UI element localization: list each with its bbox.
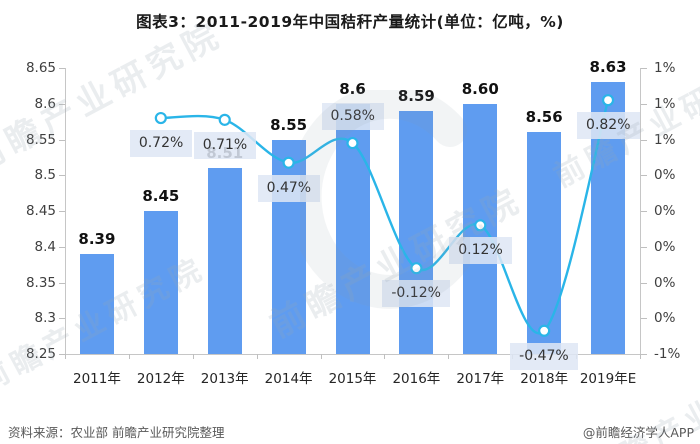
x-axis-label: 2017年 bbox=[456, 371, 505, 387]
y-axis-left-tick bbox=[59, 211, 65, 212]
y-axis-left-label: 8.55 bbox=[25, 131, 56, 148]
bar-value-label: 8.39 bbox=[78, 229, 116, 248]
x-axis bbox=[65, 354, 641, 355]
y-axis-right-label: 0% bbox=[654, 167, 676, 184]
x-axis-tick bbox=[65, 354, 66, 359]
y-axis-left-label: 8.3 bbox=[34, 310, 56, 327]
y-axis-left-label: 8.25 bbox=[25, 346, 56, 362]
x-axis-tick bbox=[128, 354, 130, 359]
x-axis-label: 2015年 bbox=[328, 371, 377, 387]
y-axis-right-tick bbox=[641, 318, 647, 320]
growth-label-2017年: 0.12% bbox=[449, 237, 512, 265]
x-axis-label: 2014年 bbox=[264, 371, 313, 387]
line-marker-2017年 bbox=[474, 219, 487, 232]
y-axis-left-label: 8.4 bbox=[34, 238, 56, 255]
y-axis-left-tick bbox=[59, 175, 65, 177]
growth-label-2016年: -0.12% bbox=[382, 280, 450, 308]
y-axis-right-label: 0% bbox=[654, 238, 676, 255]
y-axis-right-tick bbox=[641, 103, 647, 105]
y-axis-right bbox=[640, 68, 641, 354]
x-axis-label: 2012年 bbox=[136, 371, 185, 387]
growth-label-2014年: 0.47% bbox=[257, 174, 321, 202]
bar-value-label: 8.63 bbox=[589, 58, 627, 77]
line-marker-2014年 bbox=[282, 156, 295, 169]
growth-label-2013年: 0.71% bbox=[193, 131, 257, 159]
x-axis-tick bbox=[192, 354, 194, 359]
y-axis-left-tick bbox=[59, 68, 65, 69]
y-axis-left-tick bbox=[59, 103, 65, 105]
x-axis-tick bbox=[640, 354, 641, 359]
y-axis-right-tick bbox=[641, 211, 647, 212]
bar-value-label: 8.59 bbox=[397, 86, 435, 105]
y-axis-right-tick bbox=[641, 68, 647, 69]
bar-2013年 bbox=[207, 168, 242, 354]
y-axis-right-tick bbox=[641, 139, 647, 141]
bar-value-label: 8.45 bbox=[142, 187, 180, 205]
growth-label-2018年: -0.47% bbox=[510, 342, 578, 370]
line-marker-2012年 bbox=[154, 111, 167, 125]
x-axis-tick bbox=[320, 354, 322, 359]
y-axis-right-tick bbox=[641, 175, 647, 177]
growth-label-2012年: 0.72% bbox=[129, 130, 193, 158]
bar-2012年 bbox=[143, 211, 178, 354]
source-note: 资料来源：农业部 前瞻产业研究院整理 bbox=[8, 425, 225, 440]
credit-note: @前瞻经济学人APP bbox=[582, 425, 694, 440]
x-axis-tick bbox=[448, 354, 450, 359]
y-axis-left-tick bbox=[59, 139, 65, 141]
bar-2016年 bbox=[399, 110, 434, 354]
bar-value-label: 8.56 bbox=[525, 108, 563, 127]
y-axis-left-label: 8.65 bbox=[25, 60, 56, 76]
line-marker-2013年 bbox=[218, 113, 231, 126]
line-marker-2018年 bbox=[538, 324, 551, 337]
y-axis-left-tick bbox=[59, 354, 65, 355]
x-axis-label: 2011年 bbox=[73, 371, 121, 387]
x-axis-label: 2018年 bbox=[520, 371, 569, 387]
bar-value-label: 8.60 bbox=[461, 79, 499, 98]
line-marker-2016年 bbox=[410, 262, 423, 275]
bar-value-label: 8.6 bbox=[339, 79, 366, 98]
y-axis-left-label: 8.5 bbox=[34, 167, 56, 184]
y-axis-left bbox=[65, 68, 66, 354]
y-axis-right-label: 0% bbox=[654, 274, 676, 291]
y-axis-left-label: 8.6 bbox=[34, 95, 56, 112]
y-axis-right-tick bbox=[641, 246, 647, 248]
y-axis-right-label: 0% bbox=[654, 310, 676, 327]
bar-2018年 bbox=[527, 132, 562, 354]
y-axis-right-tick bbox=[641, 354, 647, 355]
y-axis-right-label: 1% bbox=[654, 60, 676, 76]
growth-label-2015年: 0.58% bbox=[321, 103, 384, 131]
y-axis-right-label: 0% bbox=[654, 203, 676, 219]
growth-label-2019年E: 0.82% bbox=[577, 112, 640, 140]
line-marker-2015年 bbox=[346, 136, 359, 150]
y-axis-left-tick bbox=[59, 282, 65, 284]
y-axis-left-tick bbox=[59, 246, 65, 248]
y-axis-right-label: 1% bbox=[654, 95, 676, 112]
y-axis-right-tick bbox=[641, 282, 647, 284]
y-axis-right-label: 1% bbox=[654, 131, 676, 148]
x-axis-label: 2013年 bbox=[200, 371, 249, 387]
x-axis-tick bbox=[256, 354, 258, 359]
x-axis-label: 2019年E bbox=[579, 371, 637, 387]
y-axis-right-label: -1% bbox=[654, 346, 681, 362]
bar-value-label: 8.55 bbox=[270, 115, 308, 134]
x-axis-tick bbox=[384, 354, 386, 359]
y-axis-left-label: 8.45 bbox=[25, 203, 56, 219]
y-axis-left-tick bbox=[59, 318, 65, 320]
x-axis-label: 2016年 bbox=[392, 371, 441, 387]
chart-title: 图表3：2011-2019年中国秸秆产量统计(单位：亿吨，%) bbox=[136, 13, 564, 31]
line-marker-2019年E bbox=[601, 94, 615, 107]
y-axis-left-label: 8.35 bbox=[25, 274, 56, 291]
bar-2011年 bbox=[79, 253, 114, 354]
